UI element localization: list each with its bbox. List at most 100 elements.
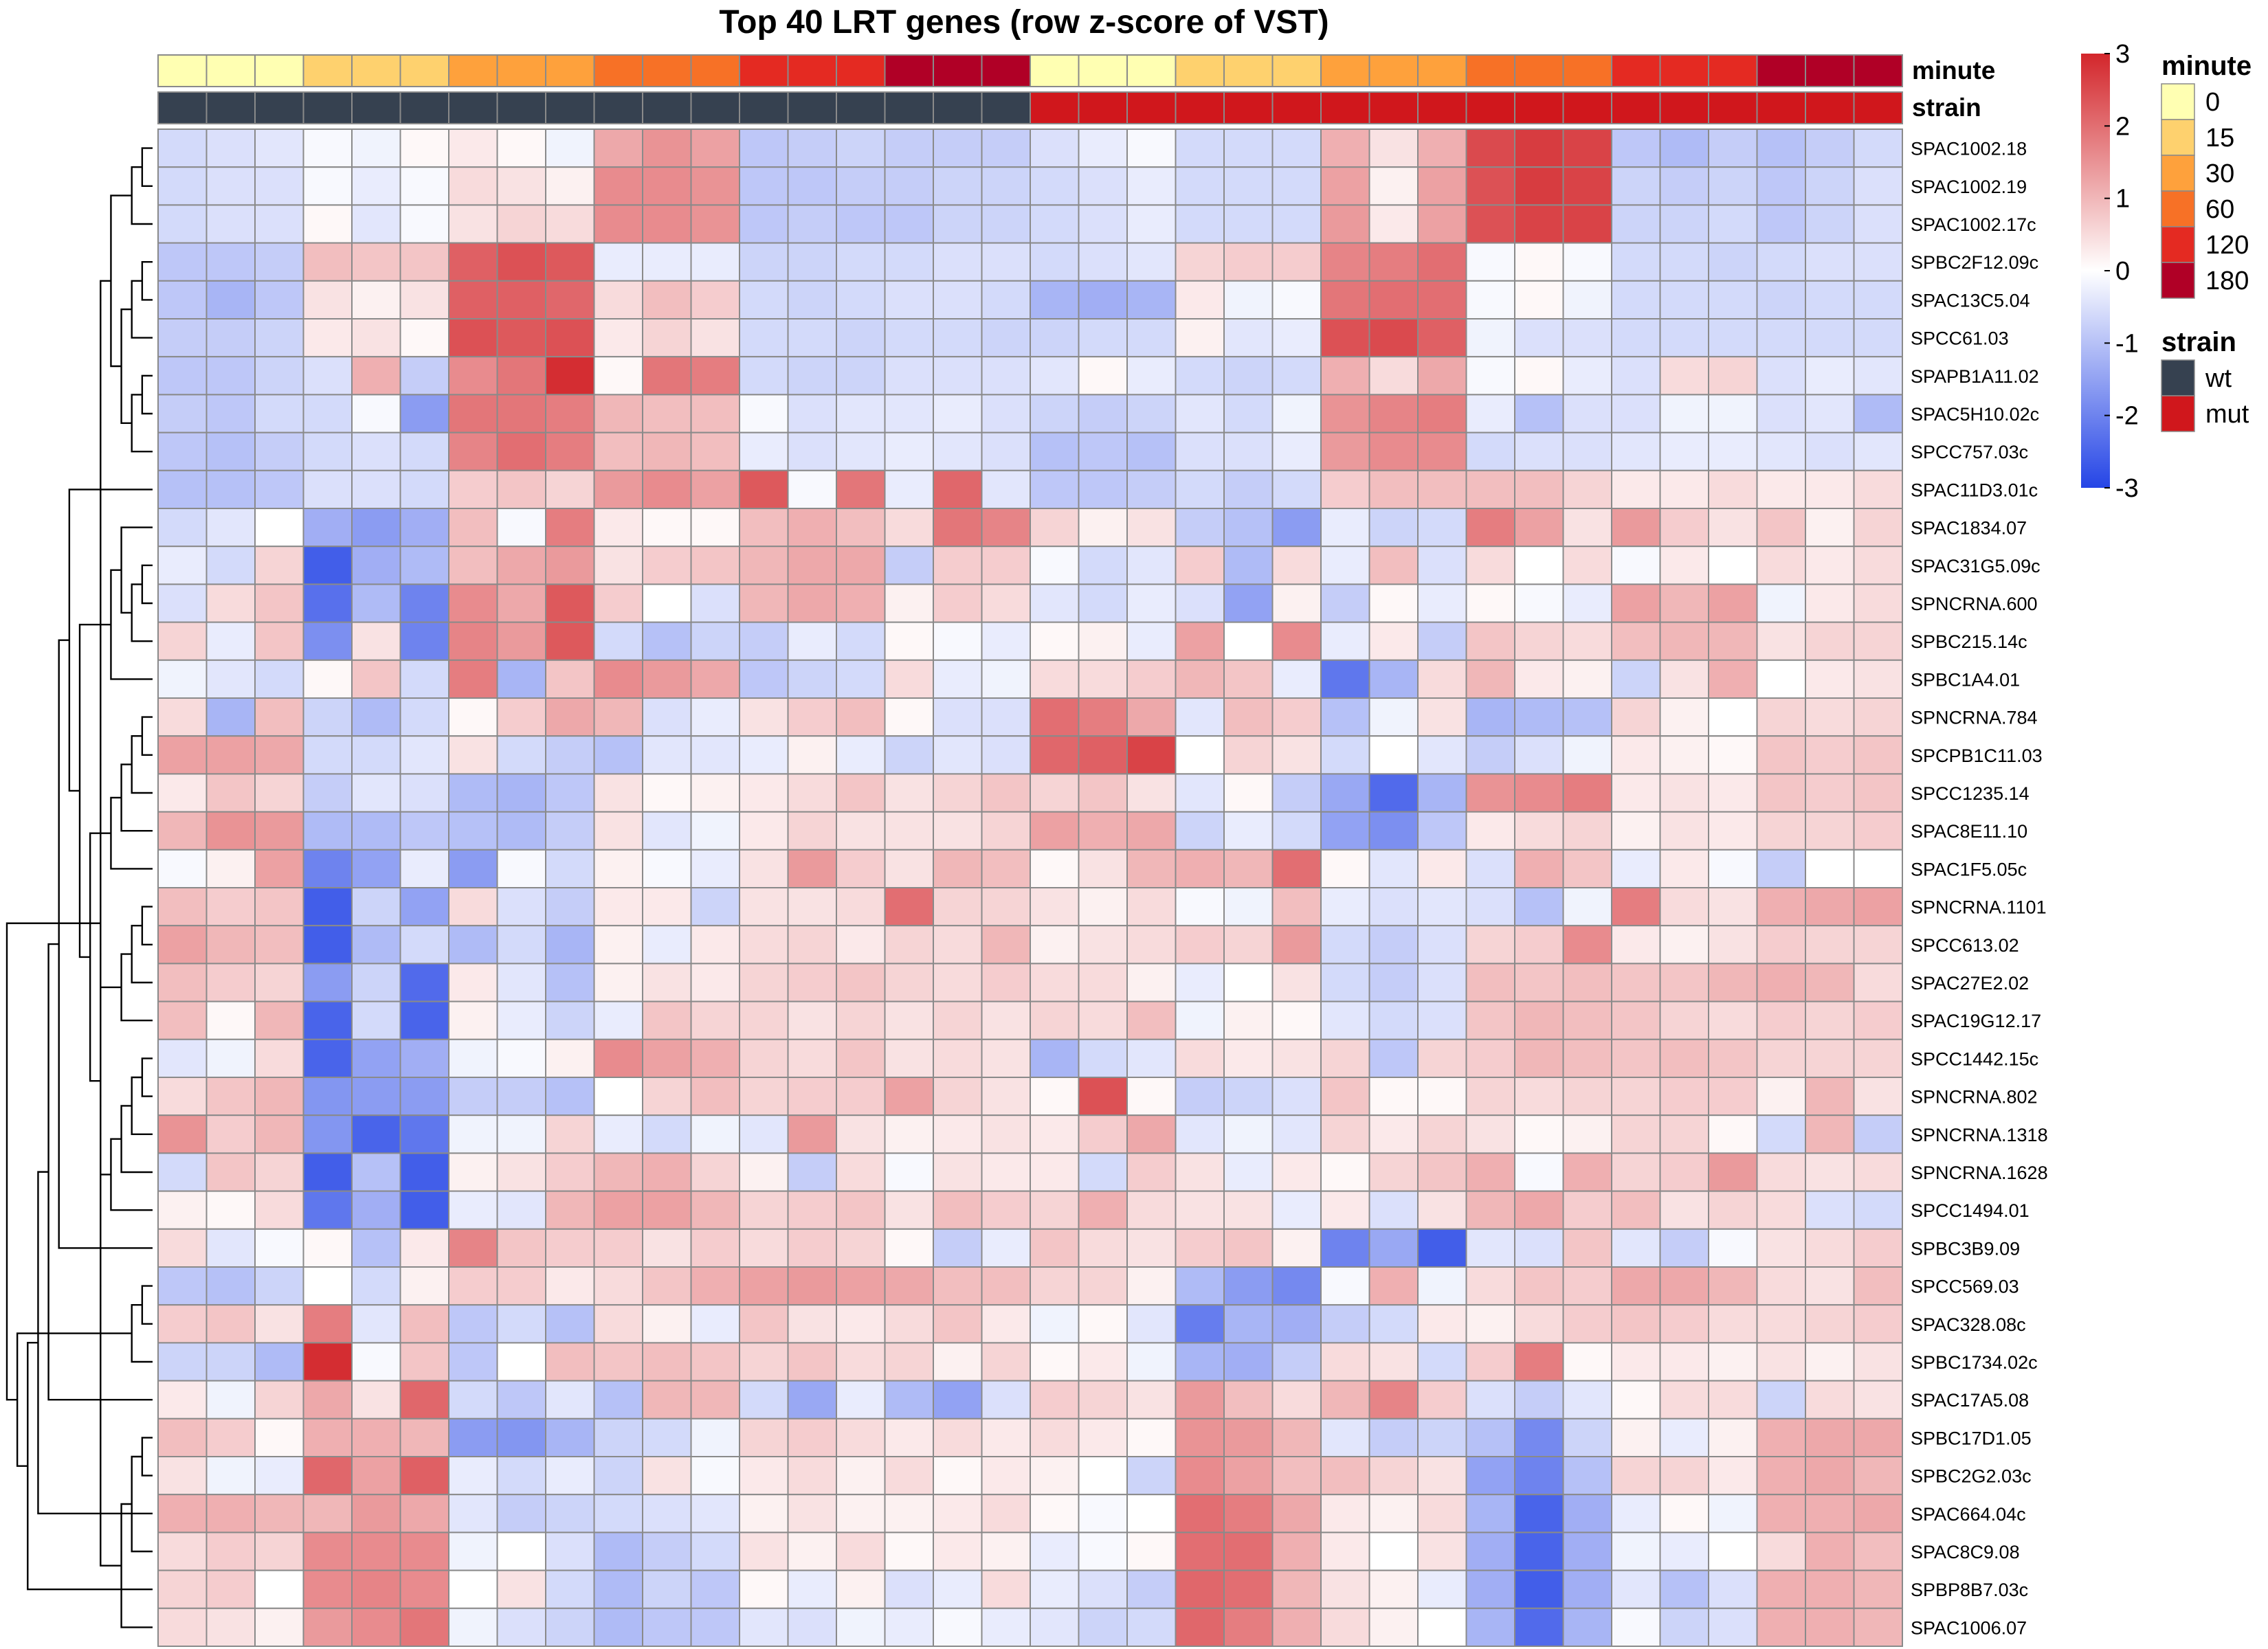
heatmap-cell — [399, 1569, 449, 1609]
heatmap-cell — [157, 280, 208, 319]
heatmap-cell — [496, 1077, 546, 1117]
heatmap-cell — [1708, 697, 1758, 737]
heatmap-cell — [642, 735, 692, 775]
heatmap-cell — [933, 1494, 983, 1534]
heatmap-cell — [1756, 1152, 1806, 1192]
heatmap-cell — [1853, 1114, 1903, 1154]
heatmap-cell — [1708, 1152, 1758, 1192]
heatmap-cell — [1417, 166, 1467, 206]
heatmap-cell — [1514, 431, 1564, 471]
heatmap-cell — [981, 318, 1031, 358]
heatmap-cell — [642, 1417, 692, 1458]
heatmap-cell — [1853, 1607, 1903, 1648]
heatmap-cell — [1417, 621, 1467, 661]
annotation-cell-minute — [302, 54, 353, 87]
heatmap-cell — [1805, 621, 1855, 661]
heatmap-cell — [545, 849, 595, 889]
heatmap-cell — [1756, 242, 1806, 282]
heatmap-cell — [254, 1228, 304, 1268]
heatmap-cell — [1175, 280, 1225, 319]
heatmap-cell — [1368, 811, 1419, 851]
heatmap-cell — [302, 204, 353, 244]
heatmap-cell — [1126, 697, 1177, 737]
annotation-cell-strain — [1562, 91, 1612, 124]
heatmap-cell — [1368, 546, 1419, 585]
heatmap-cell — [1756, 166, 1806, 206]
heatmap-cell — [690, 811, 740, 851]
heatmap-cell — [884, 166, 934, 206]
heatmap-cell — [399, 1038, 449, 1079]
heatmap-cell — [1756, 583, 1806, 623]
heatmap-cell — [351, 659, 401, 699]
heatmap-cell — [1465, 394, 1515, 434]
heatmap-cell — [1756, 1038, 1806, 1079]
heatmap-cell — [1368, 1342, 1419, 1382]
heatmap-cell — [787, 1532, 837, 1571]
heatmap-cell — [1126, 925, 1177, 965]
heatmap-cell — [1514, 1190, 1564, 1230]
heatmap-cell — [448, 773, 498, 813]
annotation-cell-strain — [1708, 91, 1758, 124]
heatmap-cell — [1853, 204, 1903, 244]
heatmap-cell — [1320, 1190, 1370, 1230]
heatmap-cell — [545, 280, 595, 319]
heatmap-cell — [1030, 318, 1080, 358]
heatmap-cell — [1805, 1417, 1855, 1458]
heatmap-cell — [1514, 1304, 1564, 1344]
heatmap-cell — [351, 697, 401, 737]
heatmap-cell — [1223, 1456, 1274, 1496]
heatmap-cell — [545, 508, 595, 548]
annotation-cell-minute — [351, 54, 401, 87]
annotation-cell-minute — [1562, 54, 1612, 87]
heatmap-cell — [1659, 242, 1709, 282]
heatmap-cell — [1417, 659, 1467, 699]
heatmap-cell — [1805, 1607, 1855, 1648]
heatmap-cell — [739, 508, 789, 548]
heatmap-cell — [399, 318, 449, 358]
heatmap-cell — [448, 1494, 498, 1534]
annotation-cell-strain — [1126, 91, 1177, 124]
heatmap-cell — [739, 1494, 789, 1534]
heatmap-cell — [496, 469, 546, 509]
heatmap-cell — [1030, 204, 1080, 244]
heatmap-cell — [690, 1228, 740, 1268]
heatmap-cell — [302, 1569, 353, 1609]
heatmap-cell — [1514, 697, 1564, 737]
heatmap-cell — [1223, 583, 1274, 623]
annotation-cell-strain — [1465, 91, 1515, 124]
heatmap-cell — [302, 1494, 353, 1534]
heatmap-cell — [690, 356, 740, 396]
heatmap-cell — [448, 1190, 498, 1230]
heatmap-cell — [496, 128, 546, 168]
row-label: SPAC1002.19 — [1911, 177, 2027, 197]
heatmap-cell — [157, 697, 208, 737]
heatmap-cell — [739, 1038, 789, 1079]
heatmap-cell — [642, 546, 692, 585]
heatmap-cell — [1271, 469, 1322, 509]
heatmap-cell — [1126, 1038, 1177, 1079]
heatmap-cell — [642, 1114, 692, 1154]
heatmap-cell — [1514, 1494, 1564, 1534]
annotation-cell-minute — [1271, 54, 1322, 87]
heatmap-cell — [545, 394, 595, 434]
heatmap-cell — [254, 1000, 304, 1040]
heatmap-cell — [496, 1456, 546, 1496]
heatmap-cell — [933, 583, 983, 623]
heatmap-cell — [399, 1607, 449, 1648]
heatmap-cell — [981, 1228, 1031, 1268]
heatmap-cell — [1562, 735, 1612, 775]
heatmap-cell — [205, 508, 256, 548]
heatmap-cell — [1659, 1304, 1709, 1344]
annotation-cell-minute — [593, 54, 643, 87]
heatmap-cell — [1078, 659, 1128, 699]
heatmap-cell — [787, 887, 837, 927]
heatmap-cell — [1126, 1380, 1177, 1420]
heatmap-cell — [1465, 280, 1515, 319]
heatmap-cell — [351, 887, 401, 927]
heatmap-cell — [1078, 697, 1128, 737]
heatmap-cell — [1659, 1569, 1709, 1609]
heatmap-cell — [157, 1417, 208, 1458]
heatmap-cell — [1611, 697, 1661, 737]
heatmap-cell — [254, 1417, 304, 1458]
